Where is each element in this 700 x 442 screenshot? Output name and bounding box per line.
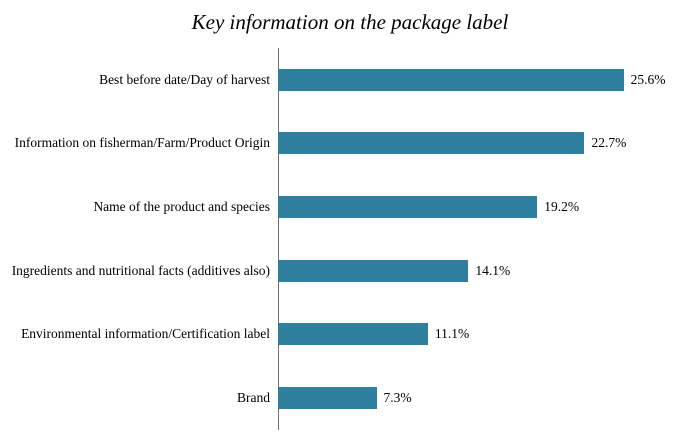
- bar-track: 11.1%: [278, 303, 700, 366]
- bar-track: 25.6%: [278, 48, 700, 111]
- category-label-text: Information on fisherman/Farm/Product Or…: [14, 135, 270, 151]
- bar: [278, 196, 538, 219]
- bar: [278, 387, 377, 410]
- chart-row: Ingredients and nutritional facts (addit…: [0, 239, 700, 302]
- category-label: Information on fisherman/Farm/Product Or…: [0, 135, 278, 151]
- chart-row: Best before date/Day of harvest 25.6%: [0, 48, 700, 111]
- chart-row: Name of the product and species 19.2%: [0, 176, 700, 239]
- chart-title: Key information on the package label: [191, 10, 509, 34]
- chart-row: Environmental information/Certification …: [0, 303, 700, 366]
- value-label: 7.3%: [383, 390, 412, 406]
- value-label: 14.1%: [475, 262, 511, 278]
- bar-track: 7.3%: [278, 367, 700, 430]
- y-axis-line: [278, 48, 279, 430]
- value-label: 11.1%: [434, 326, 470, 342]
- bar-track: 19.2%: [278, 176, 700, 239]
- category-label-text: Ingredients and nutritional facts (addit…: [11, 262, 270, 278]
- category-label: Ingredients and nutritional facts (addit…: [0, 263, 278, 279]
- category-label: Environmental information/Certification …: [0, 326, 278, 342]
- category-label-text: Best before date/Day of harvest: [99, 71, 270, 87]
- category-label: Brand: [0, 390, 278, 406]
- category-label-text: Environmental information/Certification …: [21, 326, 270, 342]
- value-label: 22.7%: [591, 135, 627, 151]
- category-label: Name of the product and species: [0, 199, 278, 215]
- category-label-text: Name of the product and species: [93, 199, 270, 215]
- bar: [278, 132, 585, 155]
- chart-row: Information on fisherman/Farm/Product Or…: [0, 112, 700, 175]
- category-label: Best before date/Day of harvest: [0, 72, 278, 88]
- bar-track: 22.7%: [278, 112, 700, 175]
- plot-area: Best before date/Day of harvest 25.6% Info…: [0, 48, 700, 430]
- bar: [278, 259, 469, 282]
- chart-rows: Best before date/Day of harvest 25.6% Info…: [0, 48, 700, 430]
- bar: [278, 323, 428, 346]
- value-label: 25.6%: [630, 71, 666, 87]
- value-label: 19.2%: [544, 199, 580, 215]
- bar-track: 14.1%: [278, 239, 700, 302]
- category-label-text: Brand: [237, 390, 270, 406]
- bar: [278, 68, 624, 91]
- chart-row: Brand 7.3%: [0, 367, 700, 430]
